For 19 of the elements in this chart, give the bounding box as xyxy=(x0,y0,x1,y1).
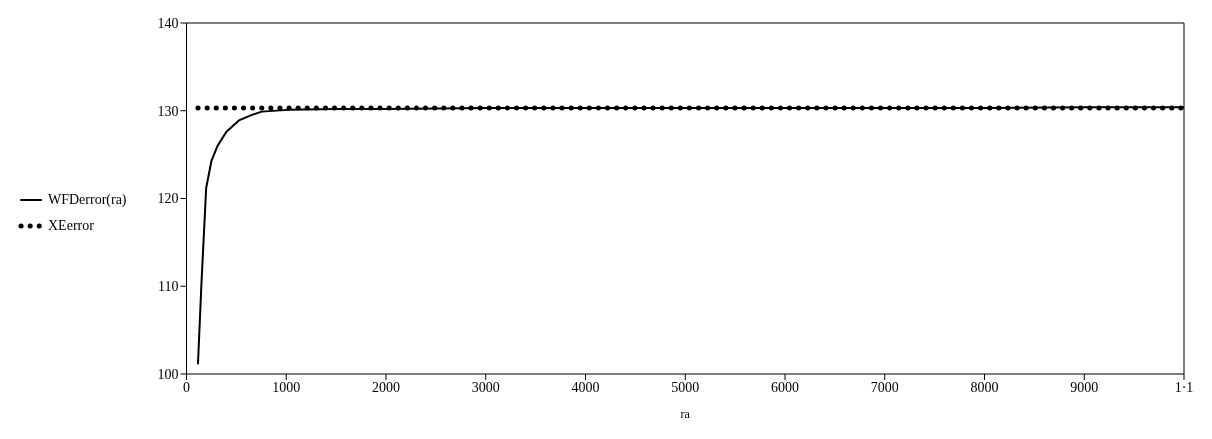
legend-label: XEerror xyxy=(48,218,94,234)
y-tick-label: 100 xyxy=(157,366,179,382)
x-tick-label: 9000 xyxy=(1070,379,1099,395)
y-tick-label: 140 xyxy=(157,15,179,31)
x-tick-label: 5000 xyxy=(671,379,700,395)
y-tick-label: 130 xyxy=(157,103,179,119)
y-tick-label: 110 xyxy=(158,279,179,295)
x-tick-label: 8000 xyxy=(970,379,999,395)
x-tick-label: 4000 xyxy=(571,379,600,395)
x-tick-label: 1·1 xyxy=(1174,379,1194,395)
x-tick-label: 3000 xyxy=(471,379,500,395)
legend-label: WFDerror(ra) xyxy=(48,192,127,208)
x-tick-label: 6000 xyxy=(771,379,800,395)
x-tick-label: 0 xyxy=(183,379,191,395)
x-tick-label: 1000 xyxy=(272,379,301,395)
y-tick-label: 120 xyxy=(157,191,179,207)
x-axis-title: ra xyxy=(680,407,691,421)
x-tick-label: 7000 xyxy=(870,379,899,395)
x-tick-label: 2000 xyxy=(372,379,401,395)
